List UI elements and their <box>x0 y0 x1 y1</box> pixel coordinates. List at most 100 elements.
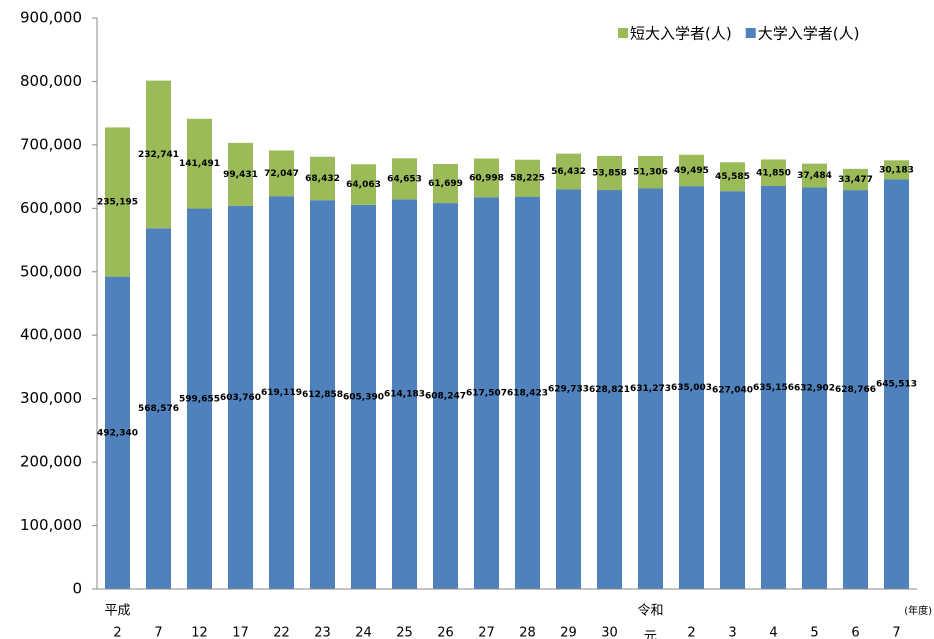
value-label: 33,477 <box>838 175 873 185</box>
x-tick-label: 24 <box>355 626 372 639</box>
x-tick-label: 27 <box>478 626 495 639</box>
x-tick-label: 4 <box>769 626 777 639</box>
bar-segment <box>556 189 581 589</box>
value-label: 45,585 <box>715 172 750 182</box>
value-label: 635,003 <box>671 383 712 393</box>
bar-segment <box>228 142 253 206</box>
bar-segment <box>597 155 622 191</box>
y-tick-label: 100,000 <box>20 516 82 534</box>
bar-segment <box>351 164 376 205</box>
bar-segment <box>843 168 868 191</box>
bar-segment <box>884 179 909 589</box>
legend-label: 大学入学者(人) <box>758 25 860 43</box>
value-label: 141,491 <box>179 159 220 169</box>
x-tick-label: 2 <box>687 626 695 639</box>
value-label: 58,225 <box>510 174 545 184</box>
value-label: 614,183 <box>384 390 425 400</box>
era-label: 平成 <box>104 604 130 619</box>
x-tick-label: 元 <box>644 630 657 639</box>
y-tick-label: 0 <box>72 580 82 598</box>
bar-segment <box>105 276 130 589</box>
x-tick-label: 7 <box>154 626 162 639</box>
bar-segment <box>228 205 253 589</box>
bar-segment <box>515 159 540 197</box>
y-tick-label: 400,000 <box>20 326 82 344</box>
bar-segment <box>187 118 212 209</box>
bar-segment <box>474 158 499 198</box>
value-label: 99,431 <box>223 170 258 180</box>
x-tick-label: 12 <box>191 626 208 639</box>
value-label: 232,741 <box>138 150 179 160</box>
bar-segment <box>433 203 458 589</box>
bar-segment <box>556 153 581 190</box>
y-tick-label: 800,000 <box>20 72 82 90</box>
value-label: 568,576 <box>138 404 179 414</box>
value-label: 51,306 <box>633 168 668 178</box>
bar-segment <box>392 199 417 589</box>
y-tick-label: 300,000 <box>20 389 82 407</box>
bar-segment <box>515 196 540 589</box>
y-tick-label: 900,000 <box>20 9 82 27</box>
value-label: 64,653 <box>387 174 422 184</box>
x-tick-label: 2 <box>113 626 121 639</box>
value-label: 492,340 <box>97 428 138 438</box>
value-label: 645,513 <box>876 380 917 390</box>
bar-segment <box>843 190 868 590</box>
value-label: 618,423 <box>507 388 548 398</box>
value-label: 628,766 <box>835 385 876 395</box>
value-label: 612,858 <box>302 390 343 400</box>
value-label: 30,183 <box>879 165 914 175</box>
value-label: 60,998 <box>469 173 504 183</box>
value-label: 631,273 <box>630 384 671 394</box>
value-label: 627,040 <box>712 386 753 396</box>
x-axis-label: (年度) <box>904 604 932 617</box>
value-label: 235,195 <box>97 198 138 208</box>
y-tick-label: 500,000 <box>20 262 82 280</box>
bar-segment <box>884 160 909 180</box>
value-label: 599,655 <box>179 394 220 404</box>
value-label: 72,047 <box>264 169 299 179</box>
bar-segment <box>802 187 827 589</box>
bar-segment <box>679 154 704 187</box>
bar-segment <box>802 163 827 188</box>
bar-segment <box>269 150 294 197</box>
x-tick-label: 30 <box>601 626 618 639</box>
bar-segment <box>638 155 663 189</box>
bar-segment <box>187 208 212 589</box>
value-label: 64,063 <box>346 180 381 190</box>
value-label: 617,507 <box>466 389 507 399</box>
x-tick-label: 6 <box>851 626 859 639</box>
value-label: 608,247 <box>425 392 466 402</box>
bar-segment <box>310 156 335 201</box>
bar-segment <box>105 127 130 277</box>
bar-segment <box>761 186 786 589</box>
bar-segment <box>474 197 499 589</box>
value-label: 41,850 <box>756 168 791 178</box>
x-tick-label: 5 <box>810 626 818 639</box>
bar-segment <box>597 190 622 589</box>
value-label: 37,484 <box>797 171 832 181</box>
value-label: 619,119 <box>261 388 302 398</box>
bar-segment <box>351 204 376 589</box>
bar-segment <box>269 196 294 590</box>
value-label: 53,858 <box>592 168 627 178</box>
bar-segment <box>720 191 745 589</box>
y-tick-label: 600,000 <box>20 199 82 217</box>
value-label: 61,699 <box>428 179 463 189</box>
value-label: 605,390 <box>343 392 384 402</box>
y-tick-label: 700,000 <box>20 135 82 153</box>
value-label: 49,495 <box>674 166 709 176</box>
value-label: 628,821 <box>589 385 630 395</box>
bar-segment <box>392 158 417 200</box>
legend-label: 短大入学者(人) <box>630 25 732 43</box>
bar-segment <box>679 186 704 590</box>
value-label: 603,760 <box>220 393 261 403</box>
value-label: 56,432 <box>551 167 586 177</box>
x-tick-label: 29 <box>560 626 577 639</box>
bar-segment <box>310 200 335 589</box>
y-tick-label: 200,000 <box>20 453 82 471</box>
bar-segment <box>146 80 171 229</box>
legend-swatch <box>745 28 756 38</box>
value-label: 629,733 <box>548 385 589 395</box>
